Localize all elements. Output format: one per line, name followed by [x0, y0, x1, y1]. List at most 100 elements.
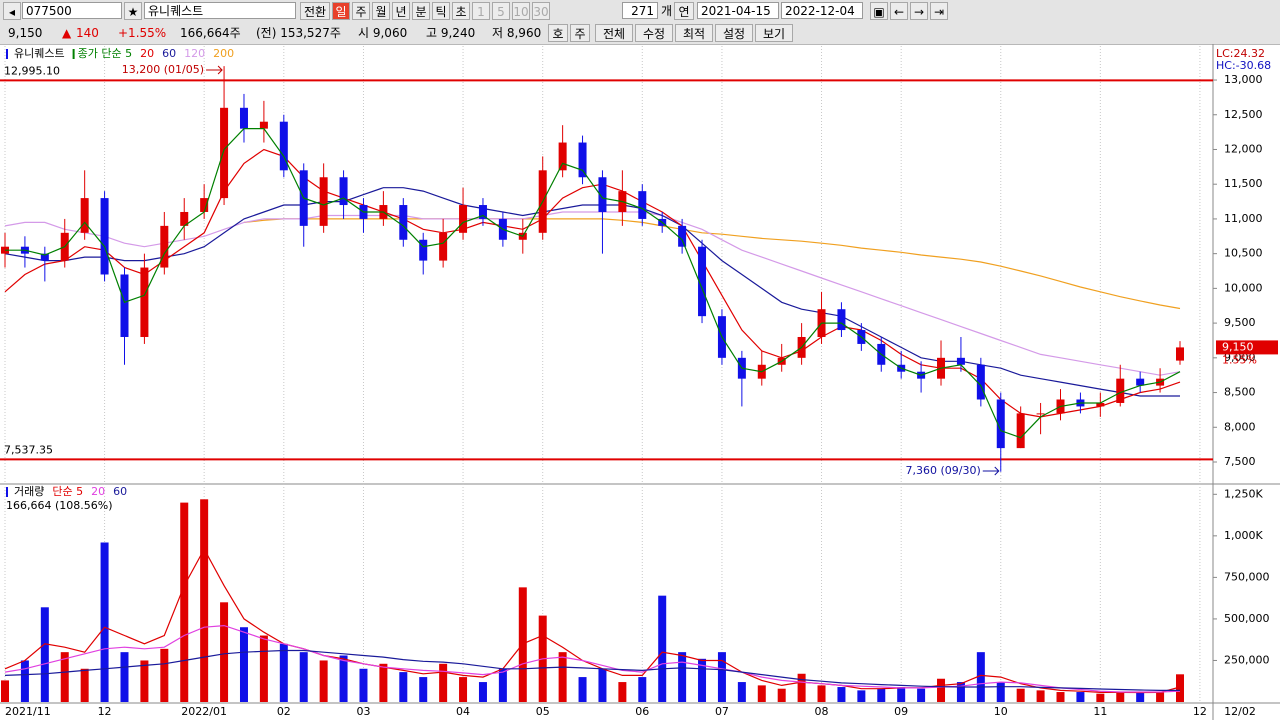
legend-name: 거래량 [14, 485, 44, 498]
x-tick-label: 08 [815, 705, 829, 718]
candle-body [439, 232, 448, 261]
last-price-tag [1216, 340, 1278, 355]
volume-bar [1016, 688, 1025, 702]
x-tick-label: 12 [1193, 705, 1207, 718]
period-button[interactable]: 5 [492, 2, 510, 20]
period-button[interactable]: 월 [372, 2, 390, 20]
quote-button[interactable]: 주 [570, 24, 590, 42]
year-button[interactable]: 연 [674, 2, 694, 20]
candle-body [1136, 378, 1145, 386]
period-button[interactable]: 일 [332, 2, 350, 20]
menu-button[interactable]: 보기 [755, 24, 793, 42]
period-button[interactable]: 30 [532, 2, 550, 20]
volume-bar [857, 690, 866, 702]
candle-body [319, 177, 328, 226]
volume-bar [897, 687, 906, 702]
period-button[interactable]: 분 [412, 2, 430, 20]
right-icon[interactable]: → [910, 2, 928, 20]
end-date[interactable]: 2022-12-04 [781, 2, 863, 19]
prev-volume: (전) 153,527주 [256, 26, 341, 40]
ma-line [4, 624, 1181, 693]
candle-body [1036, 413, 1045, 415]
period-button[interactable]: 틱 [432, 2, 450, 20]
period-button[interactable]: 1 [472, 2, 490, 20]
volume-bar [1136, 692, 1145, 702]
code-input[interactable]: 077500 [22, 2, 122, 19]
x-tick-label: 2021/11 [5, 705, 51, 718]
volume-bar [120, 652, 129, 702]
count-box[interactable]: 271 [622, 2, 658, 19]
x-tick-label: 02 [277, 705, 291, 718]
candle-body [259, 121, 268, 129]
left-icon[interactable]: ← [890, 2, 908, 20]
volume-bar [359, 668, 368, 702]
save-icon[interactable]: ▣ [870, 2, 888, 20]
volume-bar [100, 542, 109, 702]
volume: 166,664주 [180, 26, 241, 40]
quote-button[interactable]: 호 [548, 24, 568, 42]
volume-bar [598, 668, 607, 702]
x-tick-label: 12 [98, 705, 112, 718]
ma-line [4, 211, 1181, 376]
volume-bar [180, 502, 189, 702]
volume-bar [60, 652, 69, 702]
period-button[interactable]: 10 [512, 2, 530, 20]
x-tick-label: 09 [894, 705, 908, 718]
volume-bar [1056, 692, 1065, 702]
volume-note: 166,664 (108.56%) [6, 499, 113, 512]
start-date[interactable]: 2021-04-15 [697, 2, 779, 19]
x-tick-label: 11 [1093, 705, 1107, 718]
volume-bar [459, 677, 468, 702]
count-unit: 개 [661, 4, 673, 18]
volume-bar [1116, 692, 1125, 702]
volume-bar [638, 677, 647, 702]
x-tick-label: 04 [456, 705, 470, 718]
menu-button[interactable]: 설정 [715, 24, 753, 42]
volume-bar [339, 655, 348, 702]
y-tick-label: 1,000K [1224, 529, 1263, 542]
ma-line [243, 218, 1181, 310]
menu-button[interactable]: 수정 [635, 24, 673, 42]
candle-body [638, 191, 647, 219]
last-pct: 1.55% [1222, 353, 1257, 366]
volume-bar [618, 682, 627, 702]
x-end-label: 12/02 [1224, 705, 1256, 718]
change: 140 [76, 26, 99, 40]
x-tick-label: 03 [356, 705, 370, 718]
chart: 2021/11 12 2022/01 02 03 04 05 06 07 08 09 10 11 12 12… [0, 44, 1280, 720]
volume-bar [20, 660, 29, 702]
volume-bar [1096, 693, 1105, 702]
ma-line [4, 148, 1181, 418]
menu-button[interactable]: 전체 [595, 24, 633, 42]
star-icon[interactable]: ★ [124, 2, 142, 20]
legend-entry: 20 [140, 47, 154, 60]
legend-swatch [6, 487, 8, 497]
volume-bar [419, 677, 428, 702]
period-button[interactable]: 초 [452, 2, 470, 20]
volume-bar [279, 643, 288, 702]
volume-bar [439, 663, 448, 702]
candle-body [1096, 402, 1105, 407]
change-symbol: ▲ [62, 26, 72, 40]
period-button[interactable]: 전환 [300, 2, 330, 20]
legend-entry: 20 [91, 485, 105, 498]
candle-body [1016, 413, 1025, 449]
lc-label: LC:24.32 [1216, 47, 1265, 60]
menu-button[interactable]: 최적 [675, 24, 713, 42]
period-button[interactable]: 년 [392, 2, 410, 20]
period-button[interactable]: 주 [352, 2, 370, 20]
x-tick-label: 2022/01 [181, 705, 227, 718]
y-tick-label: 13,000 [1224, 73, 1263, 86]
candle-body [1116, 378, 1125, 403]
name-box: 유니퀘스트 [144, 2, 296, 19]
quote-bar: 9,150 ▲ 140 +1.55% 166,664주 (전) 153,527주… [0, 22, 1280, 45]
x-tick-label: 07 [715, 705, 729, 718]
end-icon[interactable]: ⇥ [930, 2, 948, 20]
y-tick-label: 8,000 [1224, 420, 1256, 433]
count: 271 [631, 4, 654, 18]
volume-bar [658, 595, 667, 702]
y-tick-label: 750,000 [1224, 570, 1270, 583]
prev-icon[interactable]: ◂ [3, 2, 21, 20]
candle-body [40, 253, 49, 261]
last-price-label: 9,150 [1222, 340, 1254, 353]
